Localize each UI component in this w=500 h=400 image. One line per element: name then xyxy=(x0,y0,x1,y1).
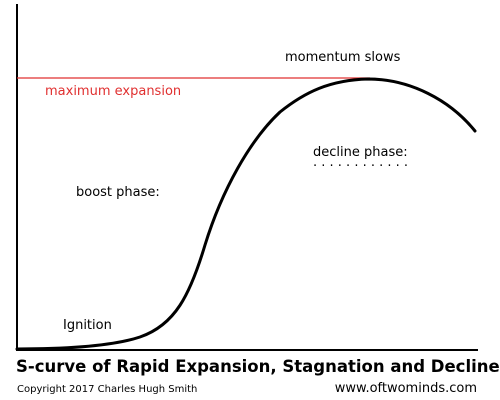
maximum-expansion-label: maximum expansion xyxy=(45,84,181,99)
copyright-text: Copyright 2017 Charles Hugh Smith xyxy=(17,384,197,395)
ignition-label: Ignition xyxy=(63,318,112,333)
decline-phase-clipped-text: · · · · · · · · · · · · xyxy=(313,159,408,174)
boost-phase-label: boost phase: xyxy=(76,185,160,200)
momentum-slows-label: momentum slows xyxy=(285,50,401,65)
website-text: www.oftwominds.com xyxy=(335,381,477,396)
decline-phase-label: decline phase: xyxy=(313,145,408,160)
s-curve-line xyxy=(15,77,477,351)
diagram-title: S-curve of Rapid Expansion, Stagnation a… xyxy=(16,357,500,376)
